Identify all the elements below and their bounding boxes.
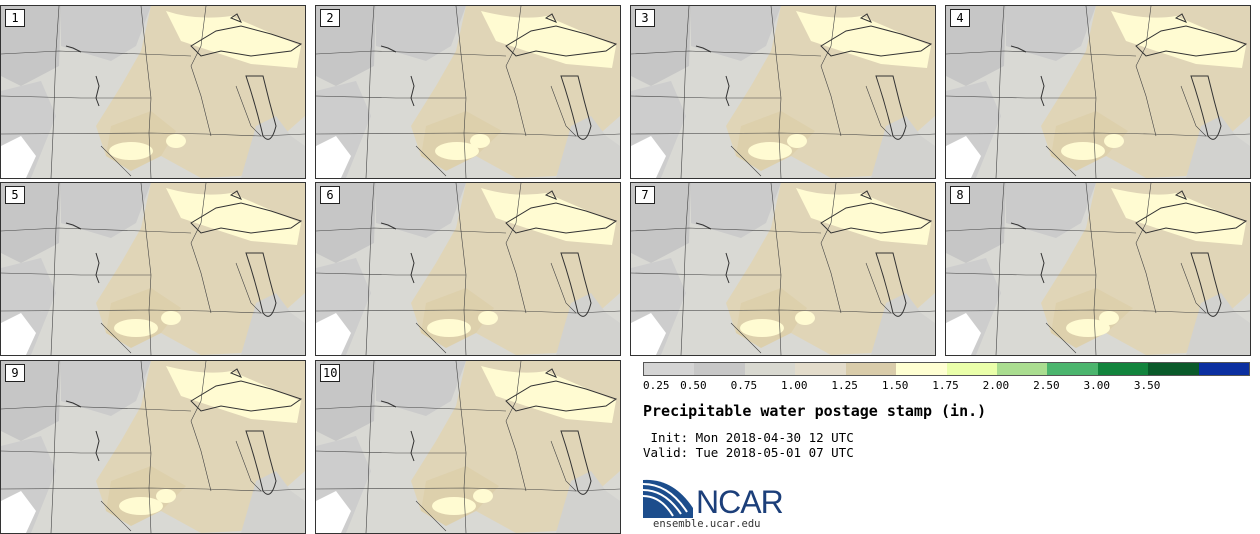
member-number-label: 10	[320, 364, 341, 382]
color-legend-ticks: 0.25 0.50 0.75 1.00 1.25 1.50 1.75 2.00 2.50 3.00…	[643, 379, 1248, 393]
precipitable-water-map	[1, 6, 305, 178]
member-number-label: 5	[5, 186, 25, 204]
legend-swatch	[744, 363, 796, 375]
precipitable-water-map	[631, 183, 935, 355]
init-time: Init: Mon 2018-04-30 12 UTC	[643, 430, 854, 445]
ensemble-member-panel: 6	[315, 182, 621, 356]
valid-time: Valid: Tue 2018-05-01 07 UTC	[643, 445, 854, 460]
legend-swatch	[644, 363, 695, 375]
legend-tick-label: 2.50	[1033, 379, 1060, 392]
legend-swatch	[1198, 363, 1250, 375]
precipitable-water-map	[316, 6, 620, 178]
ensemble-member-panel: 3	[630, 5, 936, 179]
legend-tick-label: 0.75	[730, 379, 758, 392]
precipitable-water-map	[316, 183, 620, 355]
precipitable-water-map	[1, 361, 305, 533]
logo-text: NCAR	[696, 484, 784, 520]
legend-swatch	[845, 363, 897, 375]
legend-swatch	[996, 363, 1048, 375]
legend-tick-label: 1.50	[881, 379, 909, 392]
color-legend-bar	[643, 362, 1250, 376]
legend-swatch	[694, 363, 745, 375]
member-number-label: 6	[320, 186, 340, 204]
legend-tick-label: 1.00	[781, 379, 808, 392]
site-url: ensemble.ucar.edu	[653, 518, 761, 530]
legend-tick-label: 3.50	[1133, 379, 1161, 392]
member-number-label: 3	[635, 9, 655, 27]
member-number-label: 8	[950, 186, 970, 204]
legend-tick-label: 2.00	[982, 379, 1010, 392]
ensemble-member-panel: 5	[0, 182, 306, 356]
precipitable-water-map	[316, 361, 620, 533]
legend-swatch	[1047, 363, 1098, 375]
legend-swatch	[946, 363, 997, 375]
ncar-logo-icon	[643, 479, 693, 518]
ensemble-member-panel: 1	[0, 5, 306, 179]
precipitable-water-map	[1, 183, 305, 355]
ensemble-member-panel: 8	[945, 182, 1251, 356]
member-number-label: 7	[635, 186, 655, 204]
legend-swatch	[896, 363, 947, 375]
ensemble-member-panel: 9	[0, 360, 306, 534]
legend-swatch	[1148, 363, 1199, 375]
legend-tick-label: 1.75	[932, 379, 959, 392]
ensemble-member-panel: 10	[315, 360, 621, 534]
legend-tick-label: 0.25	[643, 379, 670, 392]
member-number-label: 2	[320, 9, 340, 27]
precipitable-water-map	[946, 183, 1250, 355]
legend-tick-label: 0.50	[680, 379, 707, 392]
ensemble-member-panel: 4	[945, 5, 1251, 179]
member-number-label: 4	[950, 9, 970, 27]
precipitable-water-map	[631, 6, 935, 178]
precipitable-water-map	[946, 6, 1250, 178]
ensemble-member-panel: 2	[315, 5, 621, 179]
member-number-label: 9	[5, 364, 25, 382]
figure-title: Precipitable water postage stamp (in.)	[643, 402, 987, 420]
member-number-label: 1	[5, 9, 25, 27]
ensemble-member-panel: 7	[630, 182, 936, 356]
legend-tick-label: 3.00	[1083, 379, 1111, 392]
legend-swatch	[795, 363, 846, 375]
legend-swatch	[1097, 363, 1149, 375]
legend-tick-label: 1.25	[831, 379, 858, 392]
